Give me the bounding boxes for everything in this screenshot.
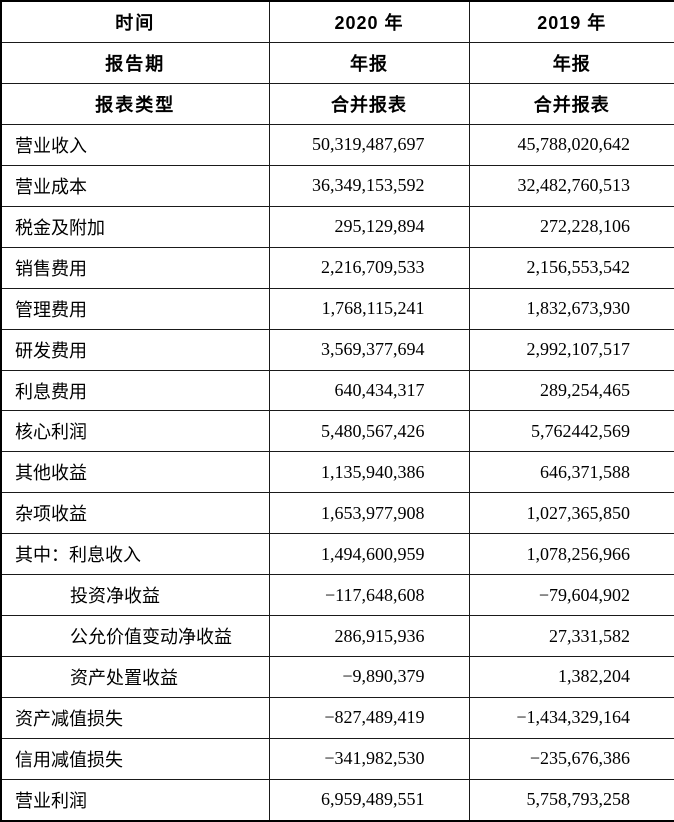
- row-2020-value-cell: −9,890,379: [268, 656, 470, 698]
- table-row: 税金及附加 295,129,894 272,228,106: [0, 205, 674, 248]
- row-label-cell: 研发费用: [0, 328, 270, 371]
- row-label-cell: 其中：利息收入: [0, 533, 270, 576]
- table-row: 信用减值损失 −341,982,530 −235,676,386: [0, 737, 674, 780]
- row-2019-value-cell: 5,758,793,258: [468, 778, 674, 822]
- table-header-row: 报告期 年报 年报: [0, 42, 674, 85]
- row-label-cell: 资产减值损失: [0, 696, 270, 739]
- table-row: 其他收益 1,135,940,386 646,371,588: [0, 451, 674, 494]
- row-2020-value-cell: 1,494,600,959: [268, 533, 470, 576]
- table-row: 研发费用 3,569,377,694 2,992,107,517: [0, 328, 674, 371]
- header-2020-cell: 年报: [268, 42, 470, 85]
- row-2020-value-cell: −341,982,530: [268, 737, 470, 780]
- header-2020-cell: 2020 年: [268, 0, 470, 44]
- row-2019-value-cell: −1,434,329,164: [468, 696, 674, 739]
- row-2019-value-cell: 32,482,760,513: [468, 164, 674, 207]
- row-label-cell: 投资净收益: [0, 574, 270, 617]
- row-2019-value-cell: 1,027,365,850: [468, 492, 674, 535]
- row-2019-value-cell: 1,832,673,930: [468, 287, 674, 330]
- table-row: 销售费用 2,216,709,533 2,156,553,542: [0, 246, 674, 289]
- row-2019-value-cell: 1,078,256,966: [468, 533, 674, 576]
- row-2020-value-cell: 3,569,377,694: [268, 328, 470, 371]
- row-label-cell: 税金及附加: [0, 205, 270, 248]
- row-label-cell: 核心利润: [0, 410, 270, 453]
- row-label-cell: 杂项收益: [0, 492, 270, 535]
- header-label-cell: 报告期: [0, 42, 270, 85]
- header-2019-cell: 合并报表: [468, 83, 674, 126]
- row-2020-value-cell: 640,434,317: [268, 369, 470, 412]
- header-2019-cell: 年报: [468, 42, 674, 85]
- row-label-cell: 资产处置收益: [0, 656, 270, 698]
- row-2019-value-cell: −79,604,902: [468, 574, 674, 617]
- row-2020-value-cell: 1,768,115,241: [268, 287, 470, 330]
- row-2019-value-cell: 45,788,020,642: [468, 124, 674, 166]
- header-2019-cell: 2019 年: [468, 0, 674, 44]
- table-row: 其中：利息收入 1,494,600,959 1,078,256,966: [0, 533, 674, 576]
- row-2019-value-cell: 646,371,588: [468, 451, 674, 494]
- row-2019-value-cell: 1,382,204: [468, 656, 674, 698]
- table-row: 营业利润 6,959,489,551 5,758,793,258: [0, 778, 674, 822]
- row-2020-value-cell: 6,959,489,551: [268, 778, 470, 822]
- row-2020-value-cell: 295,129,894: [268, 205, 470, 248]
- table-header-row: 报表类型 合并报表 合并报表: [0, 83, 674, 126]
- row-2019-value-cell: 2,156,553,542: [468, 246, 674, 289]
- row-label-cell: 信用减值损失: [0, 737, 270, 780]
- row-2020-value-cell: 2,216,709,533: [268, 246, 470, 289]
- row-2020-value-cell: 5,480,567,426: [268, 410, 470, 453]
- row-label-cell: 营业利润: [0, 778, 270, 822]
- row-label-cell: 营业成本: [0, 164, 270, 207]
- table-row: 核心利润 5,480,567,426 5,762442,569: [0, 410, 674, 453]
- header-label-cell: 报表类型: [0, 83, 270, 126]
- table-header-row: 时间 2020 年 2019 年: [0, 0, 674, 44]
- header-label-cell: 时间: [0, 0, 270, 44]
- row-label-cell: 其他收益: [0, 451, 270, 494]
- row-2020-value-cell: 1,135,940,386: [268, 451, 470, 494]
- row-2020-value-cell: 1,653,977,908: [268, 492, 470, 535]
- row-2020-value-cell: 286,915,936: [268, 615, 470, 657]
- row-2019-value-cell: 272,228,106: [468, 205, 674, 248]
- row-2019-value-cell: 2,992,107,517: [468, 328, 674, 371]
- row-2019-value-cell: 5,762442,569: [468, 410, 674, 453]
- row-label-cell: 公允价值变动净收益: [0, 615, 270, 657]
- row-label-cell: 利息费用: [0, 369, 270, 412]
- table-row: 资产处置收益 −9,890,379 1,382,204: [0, 656, 674, 698]
- header-2020-cell: 合并报表: [268, 83, 470, 126]
- row-label-cell: 管理费用: [0, 287, 270, 330]
- table-row: 资产减值损失 −827,489,419 −1,434,329,164: [0, 696, 674, 739]
- table-row: 营业成本 36,349,153,592 32,482,760,513: [0, 164, 674, 207]
- row-2019-value-cell: 289,254,465: [468, 369, 674, 412]
- table-row: 公允价值变动净收益 286,915,936 27,331,582: [0, 615, 674, 657]
- row-label-cell: 营业收入: [0, 124, 270, 166]
- table-row: 杂项收益 1,653,977,908 1,027,365,850: [0, 492, 674, 535]
- row-2020-value-cell: −117,648,608: [268, 574, 470, 617]
- row-2020-value-cell: 50,319,487,697: [268, 124, 470, 166]
- row-2019-value-cell: −235,676,386: [468, 737, 674, 780]
- table-row: 投资净收益 −117,648,608 −79,604,902: [0, 574, 674, 617]
- row-2019-value-cell: 27,331,582: [468, 615, 674, 657]
- table-row: 管理费用 1,768,115,241 1,832,673,930: [0, 287, 674, 330]
- row-2020-value-cell: 36,349,153,592: [268, 164, 470, 207]
- row-2020-value-cell: −827,489,419: [268, 696, 470, 739]
- row-label-cell: 销售费用: [0, 246, 270, 289]
- table-row: 利息费用 640,434,317 289,254,465: [0, 369, 674, 412]
- table-row: 营业收入 50,319,487,697 45,788,020,642: [0, 124, 674, 166]
